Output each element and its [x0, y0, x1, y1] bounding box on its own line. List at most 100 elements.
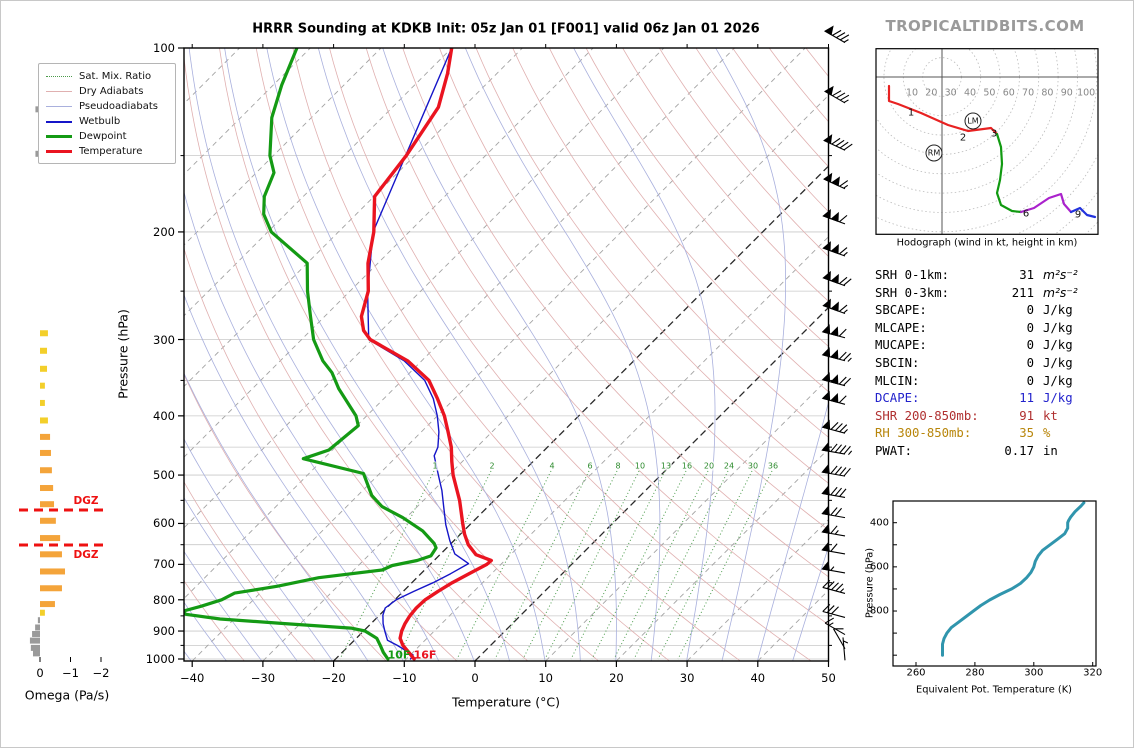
dewpoint-line-swatch — [46, 135, 72, 138]
legend-label: Sat. Mix. Ratio — [79, 71, 152, 82]
surface-dewpoint-label: 10F — [387, 648, 411, 662]
legend-label: Wetbulb — [79, 116, 121, 127]
stat-label: SBCIN: — [875, 355, 920, 370]
stat-unit: J/kg — [1043, 320, 1073, 335]
stat-label: PWAT: — [875, 443, 913, 458]
mixing-ratio-label: 1 — [431, 461, 439, 471]
branding-logo: TROPICALTIDBITS.COM — [885, 17, 1085, 35]
stat-value: 11 — [1019, 391, 1034, 406]
temperature-tick-label: 10 — [538, 671, 554, 685]
temperature-axis-title: Temperature (°C) — [452, 694, 560, 710]
temperature-tick-label: −30 — [250, 671, 276, 685]
hodograph-ring-label: 100 — [1077, 87, 1096, 99]
stat-value: 0 — [1026, 355, 1034, 370]
theta-e-pressure-tick-label: 400 — [869, 517, 889, 529]
dgz-label-upper: DGZ — [73, 495, 99, 507]
legend-label: Dry Adiabats — [79, 86, 144, 97]
hodograph-ring-label: 70 — [1022, 87, 1035, 99]
storm-motion-marker-rm: RM — [927, 148, 941, 158]
temperature-tick-label: −40 — [180, 671, 205, 685]
theta-e-temp-tick-label: 260 — [906, 667, 926, 679]
hodograph-height-label: 9 — [1074, 209, 1082, 221]
pressure-tick-label: 600 — [153, 516, 175, 531]
stat-label: SRH 0-3km: — [875, 285, 950, 300]
mixing-ratio-label: 8 — [614, 461, 622, 471]
surface-temperature-label: 16F — [413, 648, 437, 662]
pressure-tick-label: 900 — [153, 624, 175, 639]
legend-label: Pseudoadiabats — [79, 101, 159, 112]
pressure-tick-label: 200 — [153, 224, 175, 239]
stat-row: SRH 0-3km: 211 m²s⁻² — [875, 285, 1129, 303]
stats-panel: SRH 0-1km: 31 m²s⁻² SRH 0-3km: 211 m²s⁻² SBCAP… — [875, 267, 1129, 461]
omega-tick-label: 0 — [36, 666, 44, 680]
dry-adiabat-line-swatch — [46, 91, 72, 92]
stat-unit: J/kg — [1043, 373, 1073, 388]
pseudoadiabat-line-swatch — [46, 106, 72, 107]
pressure-tick-label: 500 — [153, 468, 175, 483]
mixing-ratio-label: 36 — [766, 461, 780, 471]
hodograph-ring-label: 40 — [964, 87, 977, 99]
temperature-tick-label: 0 — [471, 671, 479, 685]
stat-value: 211 — [1011, 285, 1034, 300]
mixing-ratio-label: 24 — [722, 461, 736, 471]
stat-unit: m²s⁻² — [1043, 268, 1078, 282]
mixing-ratio-label: 30 — [746, 461, 760, 471]
stat-value: 35 — [1019, 426, 1034, 441]
stat-row: SHR 200-850mb: 91 kt — [875, 408, 1129, 426]
mixing-ratio-label: 20 — [702, 461, 716, 471]
stat-row: PWAT: 0.17 in — [875, 443, 1129, 461]
pressure-tick-label: 100 — [153, 41, 175, 55]
stat-row: SBCIN: 0 J/kg — [875, 355, 1129, 373]
hodograph-caption: Hodograph (wind in kt, height in km) — [896, 237, 1078, 249]
legend-item-dewpoint: Dewpoint — [46, 129, 168, 144]
stat-unit: in — [1043, 443, 1058, 458]
dgz-label-lower: DGZ — [73, 549, 99, 561]
stat-value: 0 — [1026, 373, 1034, 388]
stat-value: 31 — [1019, 268, 1034, 282]
theta-e-temp-tick-label: 320 — [1083, 667, 1103, 679]
stat-unit: J/kg — [1043, 338, 1073, 353]
storm-motion-marker-lm: LM — [967, 116, 979, 126]
temperature-tick-label: −10 — [392, 671, 417, 685]
stat-value: 0 — [1026, 338, 1034, 353]
stat-unit: J/kg — [1043, 391, 1073, 406]
pressure-tick-label: 800 — [153, 592, 175, 607]
stat-label: MLCAPE: — [875, 320, 927, 335]
legend-item-dry-adiabats: Dry Adiabats — [46, 84, 168, 99]
temperature-tick-label: 20 — [609, 671, 624, 685]
legend-item-temperature: Temperature — [46, 144, 168, 159]
theta-e-pressure-tick-label: 800 — [869, 605, 889, 617]
omega-axis-title: Omega (Pa/s) — [24, 687, 110, 703]
stat-unit: J/kg — [1043, 355, 1073, 370]
theta-e-axis-title: Equivalent Pot. Temperature (K) — [916, 684, 1072, 696]
stat-label: SRH 0-1km: — [875, 268, 950, 282]
hodograph-ring-label: 80 — [1041, 87, 1054, 99]
hodograph-height-label: 2 — [959, 132, 967, 144]
stat-label: SHR 200-850mb: — [875, 408, 979, 423]
legend-item-wetbulb: Wetbulb — [46, 114, 168, 129]
stat-row: DCAPE: 11 J/kg — [875, 390, 1129, 408]
stat-label: MUCAPE: — [875, 338, 927, 353]
legend-box: Sat. Mix. Ratio Dry Adiabats Pseudoadiab… — [38, 63, 176, 164]
hodograph-height-label: 6 — [1022, 208, 1030, 220]
temperature-tick-label: −20 — [321, 671, 346, 685]
mixing-ratio-label: 6 — [586, 461, 594, 471]
stat-row: SBCAPE: 0 J/kg — [875, 302, 1129, 320]
legend-item-pseudoadiabats: Pseudoadiabats — [46, 99, 168, 114]
pressure-tick-label: 1000 — [145, 652, 175, 666]
stat-label: DCAPE: — [875, 391, 920, 406]
sat-mix-ratio-line-swatch — [46, 76, 72, 77]
stat-unit: J/kg — [1043, 303, 1073, 318]
stat-unit: % — [1043, 426, 1051, 441]
hodograph-ring-label: 90 — [1060, 87, 1073, 99]
stat-row: MUCAPE: 0 J/kg — [875, 337, 1129, 355]
stat-label: MLCIN: — [875, 373, 920, 388]
stat-row: SRH 0-1km: 31 m²s⁻² — [875, 267, 1129, 285]
legend-label: Temperature — [79, 146, 143, 157]
mixing-ratio-label: 2 — [488, 461, 496, 471]
temperature-tick-label: 40 — [750, 671, 766, 685]
stat-value: 0 — [1026, 303, 1034, 318]
pressure-tick-label: 300 — [153, 332, 175, 347]
